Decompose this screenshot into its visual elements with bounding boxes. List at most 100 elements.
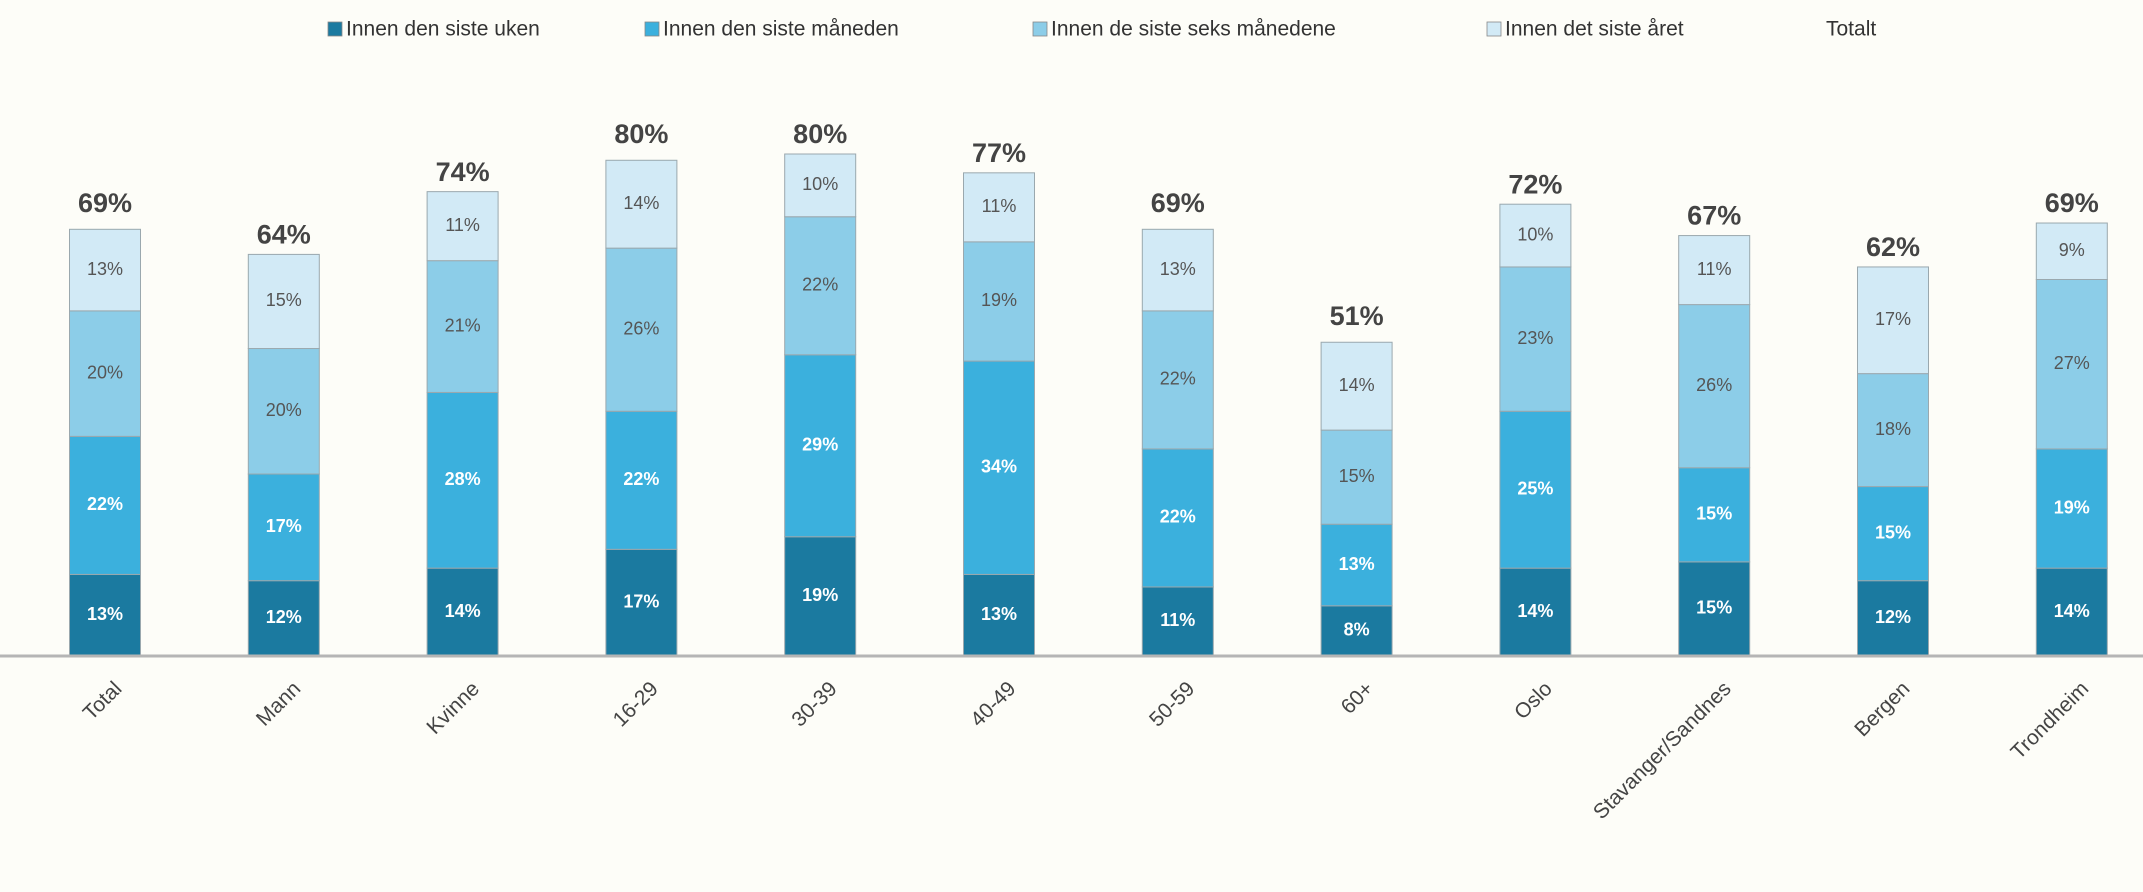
data-label: 14%	[1517, 601, 1553, 621]
bar-segment	[963, 573, 1035, 657]
data-label: 22%	[802, 275, 838, 295]
total-label: 72%	[1508, 169, 1562, 199]
data-label: 22%	[623, 469, 659, 489]
data-label: 22%	[87, 494, 123, 514]
data-label: 10%	[802, 174, 838, 194]
total-label: 69%	[78, 188, 132, 218]
legend-label: Innen den siste måneden	[663, 18, 899, 41]
total-label: 67%	[1687, 201, 1741, 231]
data-label: 19%	[981, 290, 1017, 310]
bar-segment	[426, 191, 499, 262]
data-label: 15%	[1875, 522, 1911, 542]
total-label: 74%	[436, 157, 490, 187]
x-tick-label: 16-29	[609, 677, 663, 731]
legend-swatch	[644, 21, 660, 37]
bar-segment	[247, 473, 320, 582]
bar-segment	[247, 253, 320, 350]
bar-segment	[2035, 222, 2108, 280]
total-label: 80%	[793, 119, 847, 149]
bar-segment	[1499, 266, 1572, 412]
data-label: 34%	[981, 457, 1017, 477]
bar-segment	[1141, 310, 1214, 450]
bar-segment	[1320, 341, 1393, 431]
data-label: 18%	[1875, 419, 1911, 439]
bar-segment	[1857, 486, 1929, 582]
x-tick-label: 50-59	[1145, 677, 1199, 731]
data-label: 27%	[2054, 353, 2090, 373]
bar-segment	[1857, 266, 1929, 375]
data-label: 11%	[1697, 259, 1732, 279]
bar-segment	[784, 354, 857, 538]
data-label: 15%	[1339, 466, 1375, 486]
data-label: 11%	[445, 215, 480, 235]
data-label: 15%	[1696, 504, 1732, 524]
bar-segment	[963, 172, 1035, 243]
bar-segment	[247, 348, 320, 475]
data-label: 17%	[623, 591, 659, 611]
bar-segment	[1678, 561, 1751, 657]
data-label: 22%	[1160, 369, 1196, 389]
data-label: 13%	[87, 259, 123, 279]
data-label: 28%	[445, 469, 481, 489]
data-label: 19%	[2054, 497, 2090, 517]
total-label: 51%	[1330, 301, 1384, 331]
bar-segment	[1141, 228, 1214, 312]
bar-segment	[963, 241, 1035, 362]
data-label: 22%	[1160, 507, 1196, 527]
x-tick-label: 40-49	[966, 677, 1020, 731]
total-label: 77%	[972, 138, 1026, 168]
data-label: 12%	[266, 607, 302, 627]
bar-segment	[1141, 448, 1214, 588]
bar-segment	[1320, 523, 1393, 607]
bar-segment	[605, 247, 678, 412]
bar-segment	[2035, 279, 2108, 450]
data-label: 11%	[1160, 610, 1195, 630]
total-label: 80%	[614, 119, 668, 149]
bar-segment	[2035, 448, 2108, 569]
total-label: 64%	[257, 220, 311, 250]
bar-segment	[247, 580, 320, 657]
bar-segment	[1499, 203, 1572, 268]
data-label: 13%	[981, 604, 1017, 624]
data-label: 21%	[445, 315, 481, 335]
data-label: 25%	[1517, 478, 1553, 498]
bar-segment	[605, 159, 678, 249]
data-label: 13%	[1160, 259, 1196, 279]
legend-label: Innen de siste seks månedene	[1051, 18, 1336, 41]
total-label: 69%	[1151, 188, 1205, 218]
data-label: 26%	[623, 318, 659, 338]
data-label: 17%	[1875, 309, 1911, 329]
data-label: 11%	[982, 196, 1017, 216]
legend-label: Innen den siste uken	[346, 18, 540, 41]
x-tick-label: Total	[79, 677, 127, 725]
x-tick-label: 60+	[1337, 677, 1378, 718]
data-label: 8%	[1344, 620, 1370, 640]
data-label: 15%	[1696, 598, 1732, 618]
data-label: 13%	[87, 604, 123, 624]
data-label: 26%	[1696, 375, 1732, 395]
legend-swatch	[1486, 21, 1502, 37]
x-tick-label: Oslo	[1510, 677, 1557, 724]
data-label: 9%	[2059, 240, 2085, 260]
data-label: 14%	[1339, 375, 1375, 395]
data-label: 23%	[1517, 328, 1553, 348]
data-label: 15%	[266, 290, 302, 310]
bar-segment	[1678, 235, 1751, 306]
x-tick-label: Bergen	[1850, 677, 1914, 741]
total-label: 62%	[1866, 232, 1920, 262]
x-tick-label: 30-39	[787, 677, 841, 731]
data-label: 13%	[1339, 554, 1375, 574]
bar-segment	[426, 391, 499, 569]
legend-swatch	[1032, 21, 1048, 37]
x-tick-label: Trondheim	[2007, 677, 2094, 764]
bar-segment	[1141, 586, 1214, 657]
bar-segment	[784, 536, 857, 657]
data-label: 20%	[87, 362, 123, 382]
legend-label: Totalt	[1826, 18, 1876, 41]
total-label: 69%	[2045, 188, 2099, 218]
data-label: 19%	[802, 585, 838, 605]
bar-segment	[605, 548, 678, 657]
x-tick-label: Mann	[252, 677, 305, 730]
bar-segment	[69, 573, 141, 657]
